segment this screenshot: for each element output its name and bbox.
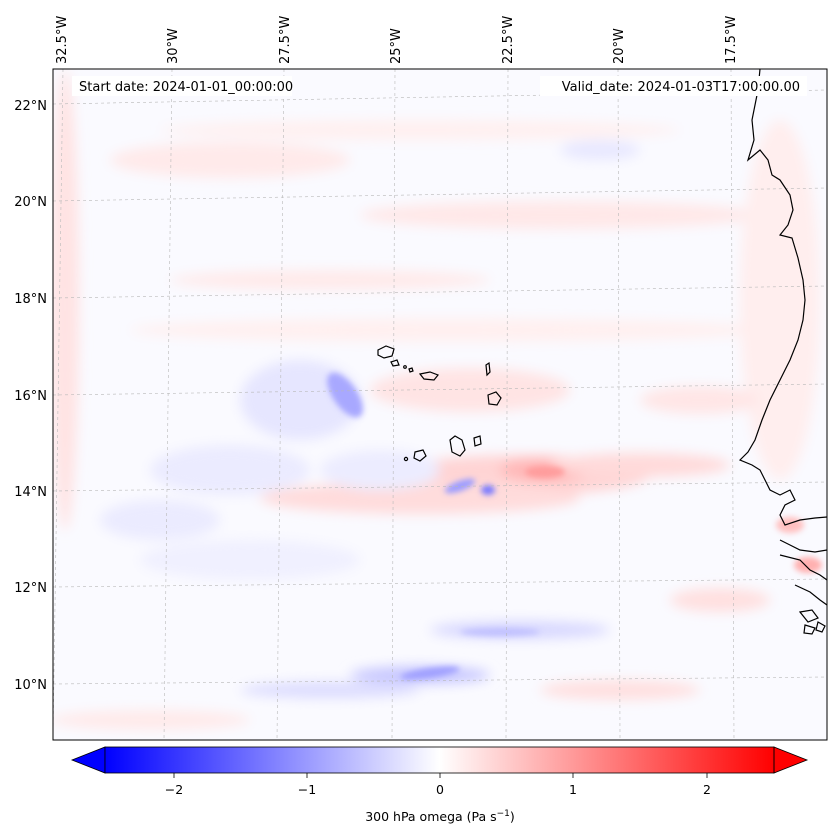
lat-label: 22°N [14,99,47,114]
colorbar-extend-min [70,746,106,774]
colorbar-tick: −1 [298,782,316,797]
lat-label: 20°N [14,195,47,210]
lat-label: 16°N [14,389,47,404]
colorbar-tick: 2 [703,782,711,797]
colorbar-extend-max [773,746,809,774]
lon-label: 25°W [389,28,404,64]
lon-label: 17.5°W [724,16,739,64]
colorbar-tick: −2 [165,782,183,797]
lon-label: 22.5°W [501,16,516,64]
colorbar-tick: 0 [436,782,444,797]
start-date-box [72,76,292,96]
colorbar-label-end: ) [510,809,515,824]
longitude-labels: 32.5°W 30°W 27.5°W 25°W 22.5°W 20°W 17.5… [55,16,739,64]
lon-label: 20°W [612,28,627,64]
lon-label: 32.5°W [55,16,70,64]
valid-date-label: Valid_date: 2024-01-03T17:00:00.00 [562,80,800,95]
colorbar: −2 −1 0 1 2 300 hPa omega (Pa s−1) [70,746,809,824]
lon-label: 27.5°W [278,16,293,64]
start-date-label: Start date: 2024-01-01_00:00:00 [79,80,293,95]
cape-verde-islands [377,345,502,462]
colorbar-label: 300 hPa omega (Pa s−1) [365,809,515,824]
coastline [738,69,827,635]
valid-date-box [540,76,807,96]
omega-field [53,70,820,730]
lat-label: 14°N [14,485,47,500]
lat-label: 10°N [14,678,47,693]
graticule [53,69,827,740]
colorbar-label-main: 300 hPa omega (Pa s [365,809,496,824]
lat-label: 12°N [14,581,47,596]
lat-label: 18°N [14,292,47,307]
map-frame [52,68,828,741]
lon-label: 30°W [166,28,181,64]
colorbar-tick: 1 [569,782,577,797]
latitude-labels: 22°N 20°N 18°N 16°N 14°N 12°N 10°N [14,99,47,693]
omega-field-strong [327,372,822,680]
colorbar-bar [105,747,774,773]
colorbar-label-sup: −1 [497,809,510,819]
map-area: Start date: 2024-01-01_00:00:00 Valid_da… [53,69,827,740]
